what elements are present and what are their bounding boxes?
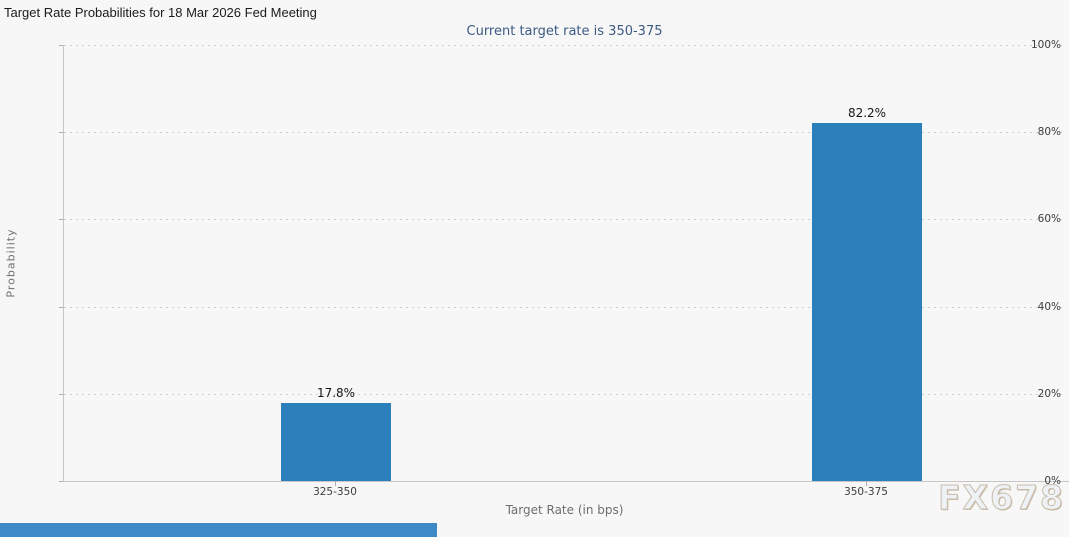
y-tick-label-40: 40% — [1037, 300, 1061, 313]
y-tick-label-60: 60% — [1037, 213, 1061, 226]
gridline-100 — [64, 45, 1066, 46]
gridline-40 — [64, 306, 1066, 308]
bar-group-350-375: 82.2% — [812, 106, 922, 481]
x-axis-line — [63, 481, 1069, 482]
bar-value-label: 82.2% — [847, 105, 887, 120]
gridline-80 — [64, 132, 1066, 134]
bar-350-375[interactable] — [812, 122, 922, 481]
y-tick-mark — [59, 219, 63, 221]
x-tick-mark — [335, 481, 336, 486]
bar-group-325-350: 17.8% — [281, 386, 391, 481]
y-tick-label-100: 100% — [1030, 39, 1061, 51]
bar-value-label: 17.8% — [316, 386, 356, 401]
y-tick-mark — [59, 306, 63, 308]
y-tick-label-80: 80% — [1037, 126, 1061, 139]
x-tick-mark — [866, 481, 867, 486]
x-tick-label-325-350: 325-350 — [313, 486, 357, 498]
bar-325-350[interactable] — [281, 403, 391, 481]
y-tick-mark — [59, 45, 63, 46]
fx678-watermark: FX678 — [938, 478, 1065, 517]
chart-title: Target Rate Probabilities for 18 Mar 202… — [4, 5, 317, 20]
plot-area: 17.8% 82.2% — [63, 45, 1066, 481]
y-axis-title: Probability — [4, 228, 18, 298]
y-tick-mark — [59, 132, 63, 134]
x-tick-label-350-375: 350-375 — [844, 486, 888, 498]
bottom-blue-strip — [0, 523, 437, 537]
y-tick-mark — [59, 393, 63, 395]
y-tick-label-0: 0% — [1044, 475, 1061, 487]
y-tick-label-20: 20% — [1037, 387, 1061, 400]
chart-subtitle: Current target rate is 350-375 — [466, 24, 663, 39]
gridline-20 — [64, 393, 1066, 395]
y-tick-mark — [59, 481, 63, 482]
x-axis-title: Target Rate (in bps) — [505, 503, 624, 517]
gridline-60 — [64, 219, 1066, 221]
